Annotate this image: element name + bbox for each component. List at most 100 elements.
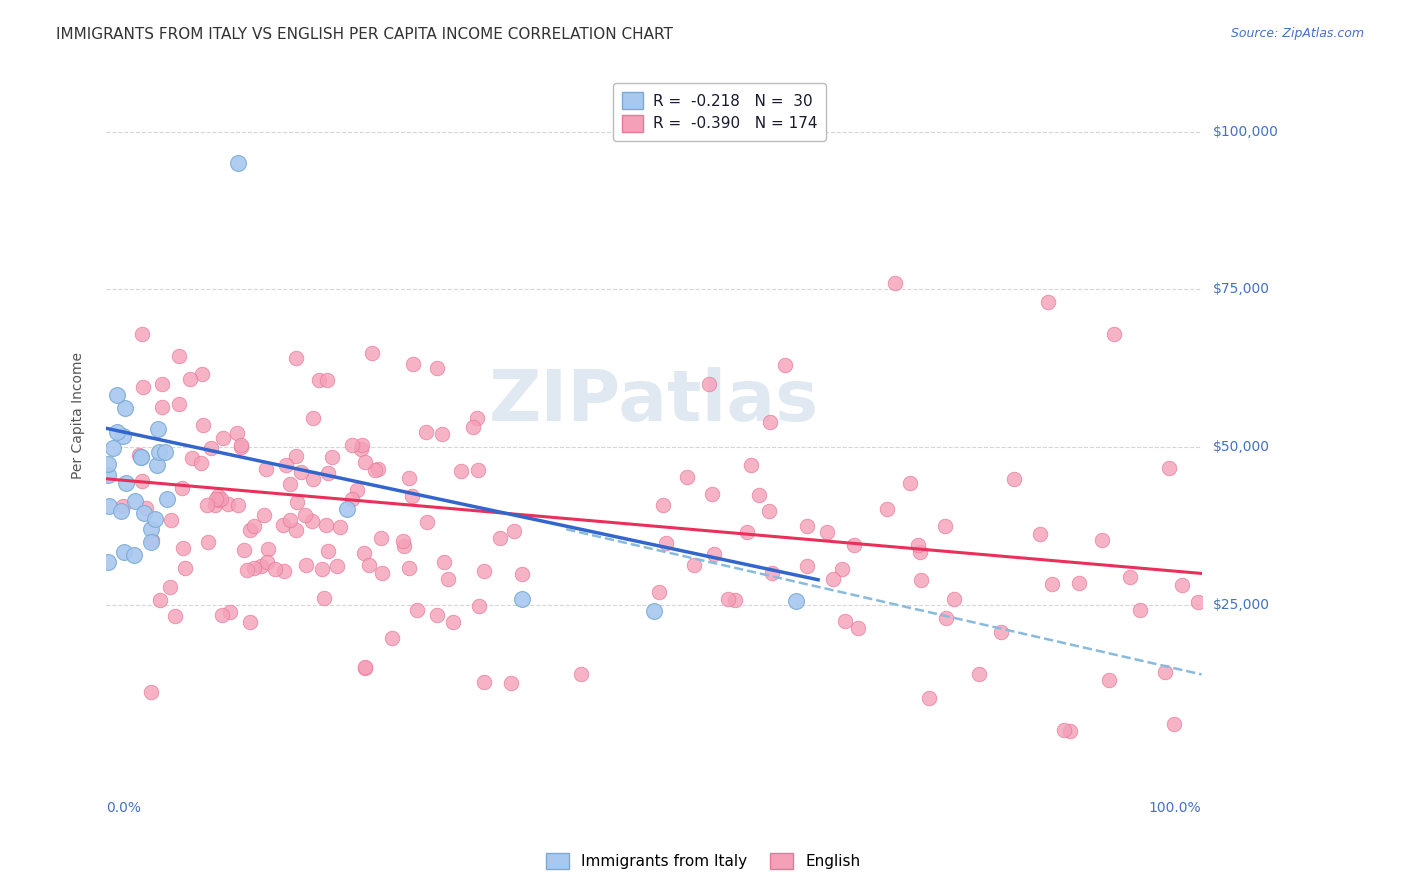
Point: [159, 513, 181, 527]
Point: [371, 566, 394, 580]
Text: Source: ZipAtlas.com: Source: ZipAtlas.com: [1230, 27, 1364, 40]
Point: [402, 357, 425, 371]
Point: [796, 559, 818, 574]
Point: [97, 555, 120, 569]
Point: [301, 472, 323, 486]
Point: [311, 562, 333, 576]
Point: [110, 503, 132, 517]
Point: [426, 360, 449, 375]
Point: [426, 608, 449, 623]
Point: [655, 536, 678, 550]
Point: [353, 546, 375, 560]
Point: [278, 477, 301, 491]
Point: [336, 501, 359, 516]
Text: ZIPatlas: ZIPatlas: [489, 368, 818, 436]
Point: [682, 558, 704, 573]
Point: [254, 462, 277, 476]
Point: [149, 593, 172, 607]
Point: [465, 410, 488, 425]
Point: [205, 492, 228, 507]
Point: [207, 489, 229, 503]
Point: [329, 520, 352, 534]
Point: [131, 326, 153, 341]
Point: [405, 603, 427, 617]
Point: [758, 415, 780, 429]
Point: [1059, 724, 1081, 739]
Point: [284, 523, 307, 537]
Point: [364, 463, 387, 477]
Point: [200, 441, 222, 455]
Point: [257, 541, 280, 556]
Point: [274, 458, 297, 472]
Point: [401, 489, 423, 503]
Point: [232, 543, 254, 558]
Point: [112, 429, 135, 443]
Point: [326, 559, 349, 574]
Point: [1171, 578, 1194, 592]
Point: [197, 534, 219, 549]
Point: [239, 615, 262, 629]
Point: [141, 533, 163, 547]
Point: [273, 565, 295, 579]
Point: [153, 445, 176, 459]
Point: [239, 523, 262, 537]
Point: [128, 448, 150, 462]
Point: [139, 522, 162, 536]
Point: [1098, 673, 1121, 687]
Point: [359, 558, 381, 572]
Point: [235, 563, 257, 577]
Point: [167, 397, 190, 411]
Legend: Immigrants from Italy, English: Immigrants from Italy, English: [540, 847, 866, 875]
Point: [1091, 533, 1114, 547]
Point: [350, 438, 373, 452]
Point: [876, 501, 898, 516]
Point: [172, 541, 194, 555]
Point: [226, 498, 249, 512]
Point: [436, 572, 458, 586]
Point: [315, 518, 337, 533]
Point: [191, 417, 214, 432]
Legend: R =  -0.218   N =  30, R =  -0.390   N = 174: R = -0.218 N = 30, R = -0.390 N = 174: [613, 83, 827, 141]
Point: [775, 358, 797, 372]
Point: [167, 349, 190, 363]
Point: [132, 380, 155, 394]
Point: [1118, 570, 1140, 584]
Point: [883, 276, 905, 290]
Point: [146, 458, 169, 472]
Point: [159, 580, 181, 594]
Point: [488, 531, 510, 545]
Point: [271, 518, 294, 533]
Point: [97, 468, 120, 483]
Point: [174, 561, 197, 575]
Point: [381, 632, 404, 646]
Point: [132, 506, 155, 520]
Point: [1163, 716, 1185, 731]
Point: [815, 525, 838, 540]
Point: [1154, 665, 1177, 680]
Point: [1029, 526, 1052, 541]
Point: [250, 558, 273, 573]
Text: 0.0%: 0.0%: [105, 801, 141, 815]
Point: [156, 491, 179, 506]
Point: [416, 515, 439, 529]
Point: [700, 487, 723, 501]
Point: [211, 608, 233, 623]
Text: $50,000: $50,000: [1212, 441, 1270, 454]
Point: [256, 555, 278, 569]
Point: [115, 475, 138, 490]
Point: [831, 562, 853, 576]
Point: [105, 388, 128, 402]
Point: [129, 450, 152, 464]
Point: [785, 594, 807, 608]
Point: [195, 499, 218, 513]
Point: [969, 667, 991, 681]
Text: $25,000: $25,000: [1212, 598, 1270, 612]
Point: [350, 442, 373, 456]
Point: [229, 438, 252, 452]
Point: [844, 538, 866, 552]
Point: [278, 512, 301, 526]
Point: [190, 456, 212, 470]
Point: [467, 599, 489, 613]
Point: [450, 464, 472, 478]
Point: [354, 660, 377, 674]
